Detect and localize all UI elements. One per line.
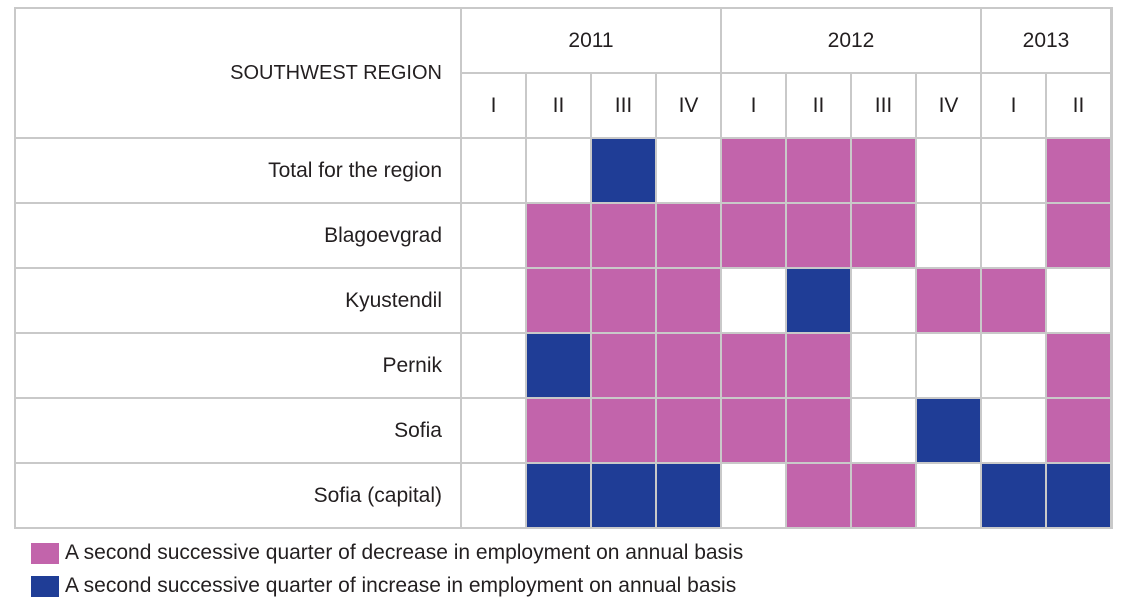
status-cell [1047, 399, 1110, 462]
status-cell [917, 204, 980, 267]
status-cell [852, 334, 915, 397]
status-cell [592, 139, 655, 202]
status-cell [982, 464, 1045, 527]
status-cell [1047, 139, 1110, 202]
status-cell [982, 269, 1045, 332]
year-header: 2012 [722, 9, 980, 72]
status-cell [657, 464, 720, 527]
status-cell [1047, 334, 1110, 397]
year-header: 2013 [982, 9, 1110, 72]
quarter-header: I [722, 74, 785, 137]
status-cell [982, 399, 1045, 462]
status-cell [722, 269, 785, 332]
status-cell [527, 139, 590, 202]
status-cell [787, 204, 850, 267]
row-label: Sofia (capital) [16, 464, 460, 527]
status-cell [1047, 269, 1110, 332]
status-cell [722, 139, 785, 202]
row-label: Total for the region [16, 139, 460, 202]
quarter-header: IV [917, 74, 980, 137]
status-cell [852, 204, 915, 267]
status-cell [982, 334, 1045, 397]
status-cell [657, 399, 720, 462]
status-cell [527, 204, 590, 267]
status-cell [787, 139, 850, 202]
status-cell [657, 204, 720, 267]
status-cell [917, 139, 980, 202]
row-label: Pernik [16, 334, 460, 397]
table-header-title: SOUTHWEST REGION [16, 9, 460, 137]
legend-label-decrease: A second successive quarter of decrease … [65, 541, 744, 564]
status-cell [917, 399, 980, 462]
quarter-header: II [527, 74, 590, 137]
status-cell [527, 269, 590, 332]
status-cell [982, 139, 1045, 202]
status-cell [852, 399, 915, 462]
status-cell [1047, 204, 1110, 267]
status-cell [527, 464, 590, 527]
legend-item-decrease: A second successive quarter of decrease … [31, 541, 743, 565]
status-cell [917, 269, 980, 332]
status-cell [657, 334, 720, 397]
status-cell [592, 464, 655, 527]
status-cell [852, 464, 915, 527]
quarter-header: II [1047, 74, 1110, 137]
status-cell [527, 399, 590, 462]
quarter-header: I [982, 74, 1045, 137]
legend-label-increase: A second successive quarter of increase … [65, 574, 737, 597]
status-cell [787, 464, 850, 527]
legend-swatch-decrease [31, 542, 59, 564]
status-cell [462, 334, 525, 397]
status-cell [917, 464, 980, 527]
status-cell [1047, 464, 1110, 527]
status-cell [657, 269, 720, 332]
status-cell [462, 204, 525, 267]
row-label: Kyustendil [16, 269, 460, 332]
status-cell [722, 334, 785, 397]
status-cell [852, 139, 915, 202]
status-cell [462, 399, 525, 462]
status-cell [852, 269, 915, 332]
status-cell [462, 464, 525, 527]
status-cell [657, 139, 720, 202]
quarter-header: III [852, 74, 915, 137]
row-label: Sofia [16, 399, 460, 462]
quarter-header: III [592, 74, 655, 137]
legend-item-increase: A second successive quarter of increase … [31, 574, 736, 598]
status-cell [722, 399, 785, 462]
status-cell [592, 334, 655, 397]
status-cell [722, 204, 785, 267]
quarter-header: IV [657, 74, 720, 137]
status-cell [787, 334, 850, 397]
status-cell [592, 204, 655, 267]
status-cell [527, 334, 590, 397]
status-cell [982, 204, 1045, 267]
year-header: 2011 [462, 9, 720, 72]
status-cell [592, 399, 655, 462]
status-cell [787, 399, 850, 462]
legend-swatch-increase [31, 575, 59, 597]
status-cell [462, 139, 525, 202]
status-cell [722, 464, 785, 527]
status-cell [462, 269, 525, 332]
status-cell [787, 269, 850, 332]
status-cell [917, 334, 980, 397]
quarter-header: II [787, 74, 850, 137]
quarter-header: I [462, 74, 525, 137]
row-label: Blagoevgrad [16, 204, 460, 267]
employment-matrix: SOUTHWEST REGION 2011 2012 2013 I II III IV I II… [14, 7, 1113, 529]
status-cell [592, 269, 655, 332]
